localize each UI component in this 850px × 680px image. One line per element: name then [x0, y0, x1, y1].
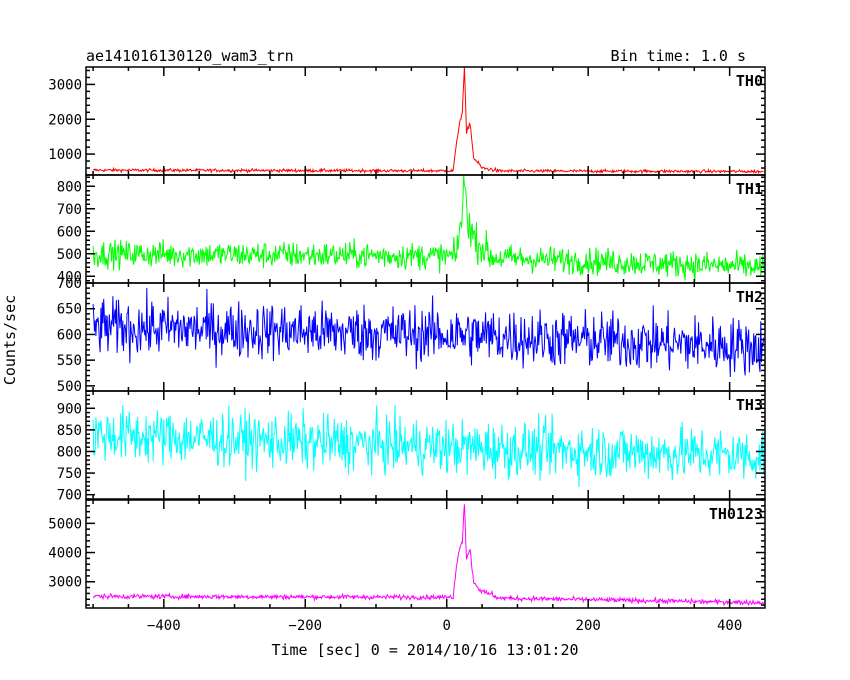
y-tick-label: 3000 [48, 575, 82, 591]
series-line-th3 [92, 404, 765, 488]
panel-frame [85, 390, 766, 500]
bin-time-label: Bin time: 1.0 s [611, 47, 746, 65]
chart-title: ae141016130120_wam3_trn [86, 47, 294, 65]
y-tick-label: 850 [57, 423, 82, 439]
y-tick-label: 550 [57, 353, 82, 369]
y-tick-label: 700 [57, 276, 82, 292]
y-tick-label: 700 [57, 202, 82, 218]
y-tick-label: 3000 [48, 77, 82, 93]
x-tick-label: 200 [576, 618, 601, 634]
y-tick-label: 600 [57, 224, 82, 240]
series-line-th2 [92, 287, 765, 378]
series-line-th0 [92, 67, 764, 175]
y-tick-label: 5000 [48, 516, 82, 532]
panel-frame [85, 66, 766, 176]
panel-th0123: 3000 4000 5000 TH0123 [48, 499, 766, 609]
y-tick-label: 4000 [48, 546, 82, 562]
y-tick-label: 2000 [48, 112, 82, 128]
panel-th2: 500 550 600 650 700 TH2 [57, 276, 766, 395]
panel-label: TH0123 [709, 505, 763, 523]
panel-th1: 400 500 600 700 800 TH1 [57, 174, 766, 285]
panel-th3: 700 750 800 850 900 TH3 [57, 390, 766, 504]
x-axis-label: Time [sec] 0 = 2014/10/16 13:01:20 [271, 641, 578, 659]
panel-frame [85, 499, 766, 609]
y-tick-label: 800 [57, 444, 82, 460]
y-tick-label: 500 [57, 247, 82, 263]
panel-label: TH1 [736, 180, 763, 198]
y-axis-label: Counts/sec [1, 295, 19, 385]
y-tick-label: 800 [57, 179, 82, 195]
y-tick-label: 1000 [48, 147, 82, 163]
series-line-th0123 [92, 504, 765, 607]
x-tick-label: −400 [147, 618, 181, 634]
y-tick-label: 500 [57, 379, 82, 395]
x-tick-label: −200 [288, 618, 322, 634]
panel-label: TH0 [736, 72, 763, 90]
y-tick-label: 900 [57, 401, 82, 417]
panel-label: TH2 [736, 288, 763, 306]
y-tick-label: 700 [57, 488, 82, 504]
y-tick-label: 750 [57, 466, 82, 482]
panel-label: TH3 [736, 396, 763, 414]
x-tick-label: 0 [443, 618, 451, 634]
series-line-th1 [92, 175, 765, 282]
y-tick-label: 400 [57, 269, 82, 285]
panel-th0: 1000 2000 3000 TH0 [48, 66, 766, 176]
x-tick-label: 400 [717, 618, 742, 634]
y-tick-label: 650 [57, 302, 82, 318]
y-tick-label: 600 [57, 327, 82, 343]
